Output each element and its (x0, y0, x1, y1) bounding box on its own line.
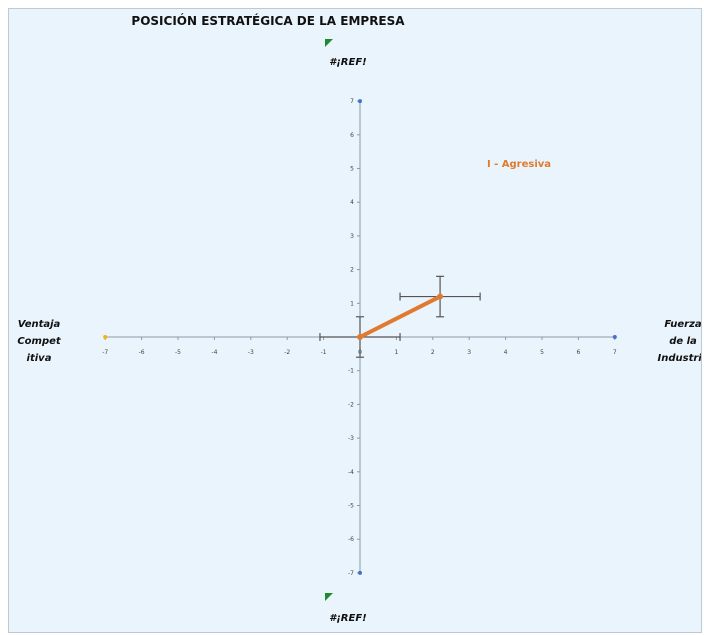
y-tick-label: 4 (350, 199, 354, 206)
x-tick-label: 5 (540, 349, 544, 356)
vector-end-point (437, 293, 444, 300)
y-tick-label: 7 (350, 98, 354, 105)
bottom-axis-label: #¡REF! (329, 613, 366, 624)
y-tick-label: -1 (348, 368, 354, 375)
strategic-vector-line (358, 294, 443, 339)
x-tick-label: 6 (576, 349, 580, 356)
quadrant-label: I - Agresiva (487, 159, 551, 170)
right-axis-label-line-2: de la (669, 336, 697, 347)
top-axis-label: #¡REF! (329, 57, 366, 68)
y-tick-label: 6 (350, 132, 354, 139)
axis-end-point (103, 335, 108, 339)
x-tick-label: -1 (321, 349, 327, 356)
x-tick-label: 3 (467, 349, 471, 356)
y-tick-label: -7 (348, 570, 354, 577)
axis-end-point (612, 335, 617, 339)
plot-area: -7-6-5-4-3-2-101234567-7-6-5-4-3-2-11234… (102, 98, 617, 577)
chart-frame: POSICIÓN ESTRATÉGICA DE LA EMPRESA #¡REF… (8, 8, 702, 633)
bottom-triangle-marker (325, 593, 333, 601)
y-tick-label: 2 (350, 267, 354, 274)
x-tick-label: 2 (431, 349, 435, 356)
vector-origin-point (357, 334, 363, 340)
x-tick-label: 7 (613, 349, 617, 356)
left-axis-label-line-3: itiva (27, 353, 52, 364)
y-tick-label: -3 (348, 435, 354, 442)
x-tick-label: -2 (284, 349, 290, 356)
y-tick-label: 5 (350, 166, 354, 173)
y-tick-label: 3 (350, 233, 354, 240)
x-tick-label: -6 (139, 349, 145, 356)
x-tick-label: 4 (504, 349, 508, 356)
x-tick-label: -4 (211, 349, 217, 356)
x-tick-label: 1 (394, 349, 398, 356)
y-tick-label: -4 (348, 469, 354, 476)
axis-end-point (358, 570, 362, 575)
left-axis-label-line-2: Compet (17, 336, 62, 347)
left-axis-label-line-1: Ventaja (18, 319, 61, 330)
right-axis-label-line-3: Industria (658, 353, 702, 364)
x-tick-label: -5 (175, 349, 181, 356)
y-tick-label: 1 (350, 300, 354, 307)
chart: POSICIÓN ESTRATÉGICA DE LA EMPRESA #¡REF… (17, 13, 702, 624)
x-tick-label: -7 (102, 349, 108, 356)
y-tick-label: -6 (348, 536, 354, 543)
top-triangle-marker (325, 39, 333, 47)
axis-end-point (358, 99, 362, 104)
chart-title: POSICIÓN ESTRATÉGICA DE LA EMPRESA (131, 13, 405, 28)
y-tick-label: -2 (348, 401, 354, 408)
right-axis-label-line-1: Fuerza (664, 319, 702, 330)
x-tick-label: -3 (248, 349, 254, 356)
y-tick-label: -5 (348, 503, 354, 510)
